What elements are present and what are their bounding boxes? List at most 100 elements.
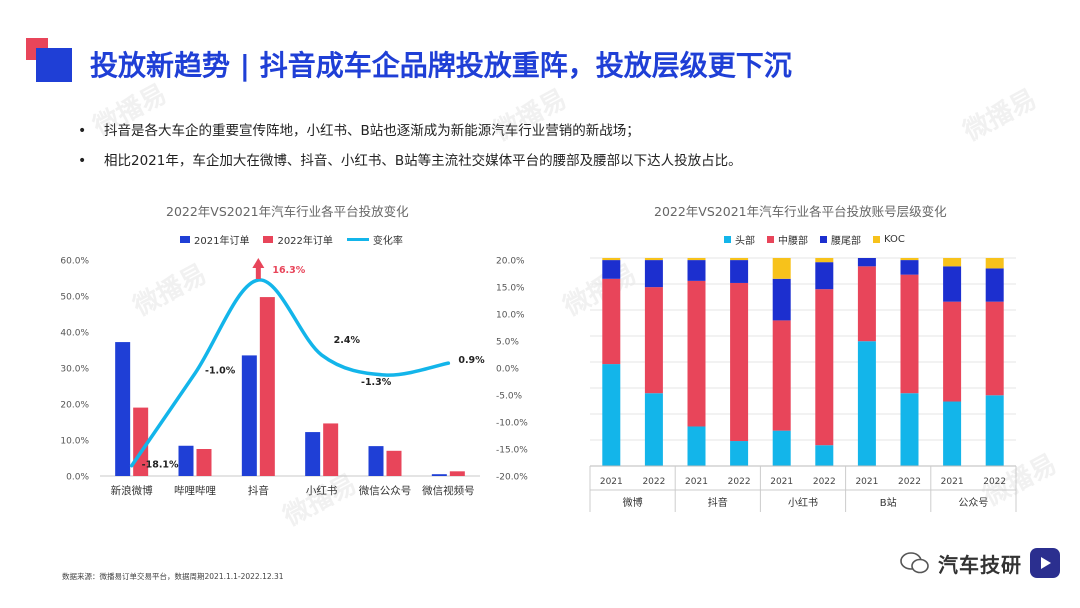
bar [241, 355, 257, 476]
page-title: 投放新趋势 | 抖音成车企品牌投放重阵，投放层级更下沉 [90, 49, 792, 82]
y-tick-label: 40.0% [60, 329, 89, 339]
change-rate-line [129, 278, 451, 468]
x-tick-label: 2021 [770, 477, 793, 487]
title-decoration-blue [36, 48, 72, 82]
legend-item: 2022年订单 [263, 232, 333, 247]
legend-item: 腰尾部 [820, 232, 861, 247]
right-chart-legend: 头部 中腰部 腰尾部 KOC [724, 232, 905, 247]
bullet-marker: • [78, 153, 87, 169]
bar [431, 474, 447, 476]
y2-tick-label: 15.0% [496, 284, 525, 294]
stacked-bar-segment [730, 282, 749, 442]
bar [196, 449, 212, 476]
legend-swatch [873, 236, 880, 243]
legend-label: 2021年订单 [194, 236, 250, 247]
legend-item: KOC [873, 234, 905, 245]
x-tick-label: 2021 [941, 477, 964, 487]
x-tick-label: 抖音 [248, 484, 269, 497]
group-label: 微博 [623, 496, 643, 509]
bullet-item: • 抖音是各大车企的重要宣传阵地，小红书、B站也逐渐成为新能源汽车行业营销的新战… [78, 116, 742, 146]
legend-item: 2021年订单 [180, 232, 249, 247]
up-arrow-stem [255, 267, 261, 279]
x-tick-label: 2021 [855, 477, 878, 487]
y2-tick-label: -10.0% [496, 419, 528, 429]
legend-swatch [263, 236, 274, 243]
stacked-bar-segment [730, 258, 749, 261]
data-source-note: 数据来源：微播易订单交易平台，数据周期2021.1.1-2022.12.31 [62, 572, 284, 581]
bar [449, 471, 465, 476]
group-label: 小红书 [788, 496, 818, 509]
x-tick-label: 2021 [600, 477, 623, 487]
bullet-text: 相比2021年，车企加大在微博、抖音、小红书、B站等主流社交媒体平台的腰部及腰部… [104, 153, 742, 169]
y-tick-label: 0.0% [66, 473, 89, 483]
stacked-bar-segment [687, 258, 706, 261]
stacked-bar-segment [943, 258, 962, 267]
stacked-bar-segment [900, 274, 919, 394]
stacked-bar-segment [772, 258, 791, 279]
legend-swatch [346, 238, 369, 241]
change-rate-label: -1.0% [205, 365, 236, 376]
stacked-bar-segment [943, 401, 962, 466]
up-arrow-icon [252, 257, 265, 268]
y2-tick-label: -5.0% [496, 392, 523, 402]
y2-tick-label: -20.0% [496, 473, 528, 483]
bullet-marker: • [78, 123, 87, 139]
bullet-item: • 相比2021年，车企加大在微博、抖音、小红书、B站等主流社交媒体平台的腰部及… [78, 146, 742, 176]
stacked-bar-segment [602, 278, 621, 365]
stacked-bar-segment [772, 430, 791, 466]
legend-label: KOC [884, 234, 905, 245]
brand: 汽车技研 [900, 548, 1060, 578]
y-tick-label: 30.0% [60, 365, 89, 375]
stacked-bar-segment [985, 395, 1004, 466]
legend-label: 腰尾部 [831, 236, 861, 247]
legend-item: 中腰部 [767, 232, 808, 247]
x-tick-label: 微信公众号 [359, 484, 412, 497]
y-tick-label: 20.0% [60, 401, 89, 411]
legend-label: 2022年订单 [277, 236, 333, 247]
bar [323, 423, 339, 476]
stacked-bar-segment [985, 268, 1004, 302]
stacked-bar-segment [644, 260, 663, 288]
stacked-bar-segment [900, 393, 919, 466]
logo-icon [1030, 548, 1060, 578]
x-tick-label: 微信视频号 [422, 484, 475, 497]
y2-tick-label: 10.0% [496, 311, 525, 321]
x-tick-label: 2022 [983, 477, 1006, 487]
x-tick-label: 2021 [685, 477, 708, 487]
legend-item: 变化率 [346, 232, 403, 247]
bar [386, 450, 402, 476]
play-icon [1041, 557, 1051, 569]
bullet-text: 抖音是各大车企的重要宣传阵地，小红书、B站也逐渐成为新能源汽车行业营销的新战场； [104, 123, 640, 139]
change-rate-label: 2.4% [334, 335, 361, 346]
legend-swatch [767, 236, 774, 243]
stacked-bar-segment [644, 258, 663, 261]
stacked-bar-segment [900, 258, 919, 261]
y2-tick-label: 20.0% [496, 257, 525, 267]
stacked-bar-segment [985, 258, 1004, 269]
stacked-bar-segment [943, 266, 962, 302]
x-tick-label: 小红书 [306, 484, 338, 497]
left-chart-legend: 2021年订单 2022年订单 变化率 [180, 232, 403, 247]
stacked-bar-segment [730, 441, 749, 466]
stacked-bar-segment [602, 260, 621, 279]
stacked-bar-segment [857, 266, 876, 342]
change-rate-label: -18.1% [142, 460, 179, 471]
stacked-bar-segment [687, 280, 706, 427]
y-tick-label: 10.0% [60, 437, 89, 447]
left-chart-title: 2022年VS2021年汽车行业各平台投放变化 [166, 204, 409, 219]
y-tick-label: 60.0% [60, 257, 89, 267]
legend-label: 变化率 [372, 236, 403, 247]
bar [368, 446, 384, 476]
stacked-bar-segment [644, 393, 663, 466]
bar [115, 342, 131, 476]
stacked-bar-segment [815, 289, 834, 446]
stacked-bar-segment [644, 287, 663, 394]
x-tick-label: 2022 [728, 477, 751, 487]
stacked-bar-segment [943, 301, 962, 402]
stacked-bar-segment [857, 258, 876, 267]
stacked-bar-segment [687, 260, 706, 281]
legend-swatch [724, 236, 731, 243]
group-label: 抖音 [708, 496, 728, 509]
y-tick-label: 50.0% [60, 293, 89, 303]
